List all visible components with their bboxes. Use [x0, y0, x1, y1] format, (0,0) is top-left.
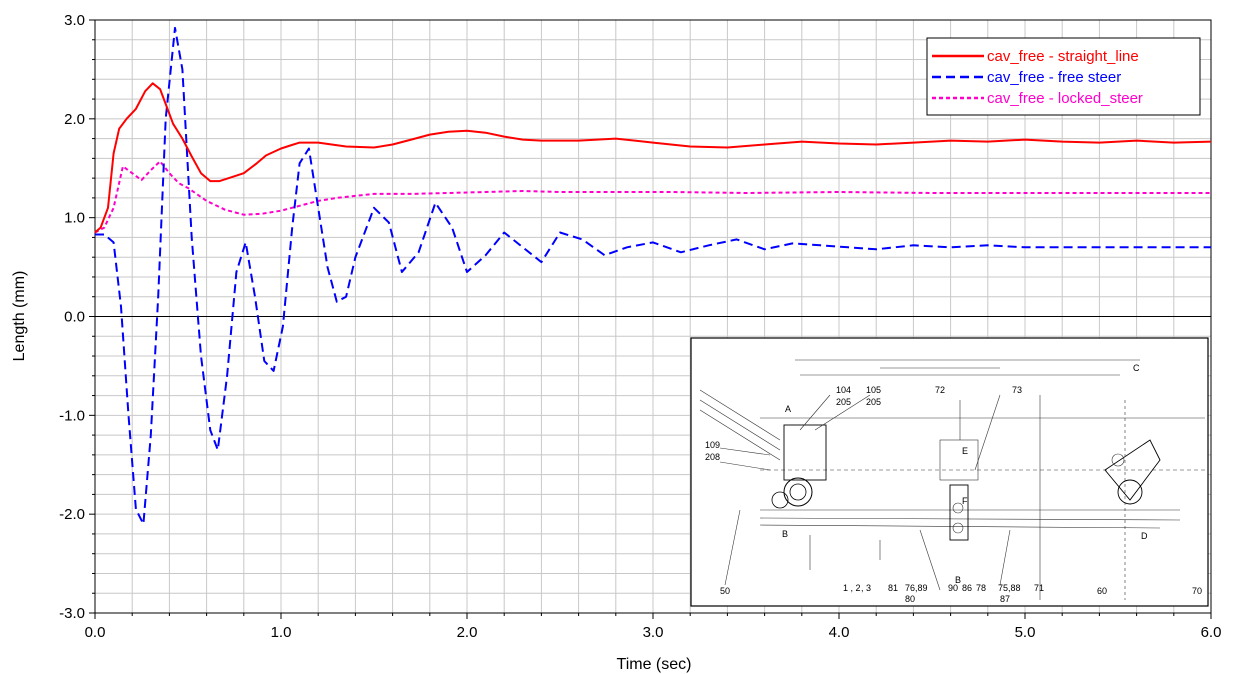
inset-frame: [690, 337, 1209, 607]
y-tick-label: -1.0: [59, 407, 85, 424]
y-tick-label: -3.0: [59, 605, 85, 622]
y-tick-label: 3.0: [64, 12, 85, 29]
y-axis-label: Length (mm): [11, 271, 28, 362]
inset-label: 205: [836, 397, 851, 407]
inset-label: 75,88: [998, 583, 1021, 593]
axes: [89, 19, 1212, 619]
inset-label: 109: [705, 440, 720, 450]
inset-label: 72: [935, 385, 945, 395]
legend-entry: cav_free - free steer: [987, 69, 1121, 86]
legend-entry: cav_free - straight_line: [987, 48, 1139, 65]
y-tick-label: 2.0: [64, 111, 85, 128]
inset-label: B: [955, 575, 961, 585]
series-line-cav-free-straight-line: [94, 82, 1212, 234]
inset-label: 80: [905, 594, 915, 604]
y-tick-labels: 3.0 2.0 1.0 0.0 -1.0 -2.0 -3.0: [59, 12, 85, 622]
inset-label: 70: [1192, 586, 1202, 596]
inset-labels: 104 105 72 73 205 205 109 208 50 1 , 2, 3 81 76,89 9…: [705, 363, 1202, 604]
x-tick-label: 1.0: [271, 624, 292, 641]
inset-label: E: [962, 446, 968, 456]
inset-label: D: [1141, 531, 1148, 541]
inset-label: , 3: [861, 583, 871, 593]
inset-label: 104: [836, 385, 851, 395]
legend-box: [926, 37, 1201, 116]
inset-label: 86: [962, 583, 972, 593]
inset-label: 87: [1000, 594, 1010, 604]
inset-label: 76,89: [905, 583, 928, 593]
x-axis-label: Time (sec): [617, 656, 692, 673]
x-tick-label: 3.0: [643, 624, 664, 641]
inset-label: 50: [720, 586, 730, 596]
y-tick-label: -2.0: [59, 506, 85, 523]
inset-drawing: 104 105 72 73 205 205 109 208 50 1 , 2, 3 81 76,89 9…: [690, 337, 1209, 607]
legend: cav_free - straight_line cav_free - free …: [926, 37, 1201, 116]
inset-label: F: [962, 496, 968, 506]
x-tick-label: 4.0: [829, 624, 850, 641]
inset-label: 208: [705, 452, 720, 462]
inset-label: 90: [948, 583, 958, 593]
y-tick-label: 1.0: [64, 210, 85, 227]
x-tick-label: 2.0: [457, 624, 478, 641]
inset-label: 81: [888, 583, 898, 593]
x-tick-labels: 0.0 1.0 2.0 3.0 4.0 5.0 6.0: [85, 624, 1222, 641]
inset-linework: [699, 359, 1205, 600]
x-tick-label: 6.0: [1201, 624, 1222, 641]
inset-label: 78: [976, 583, 986, 593]
series-line-cav-free-free-steer: [95, 26, 1211, 525]
x-tick-label: 0.0: [85, 624, 106, 641]
series-line-cav-free-locked-steer: [94, 160, 1211, 234]
x-tick-label: 5.0: [1015, 624, 1036, 641]
inset-label: 60: [1097, 586, 1107, 596]
inset-label: 205: [866, 397, 881, 407]
legend-entry: cav_free - locked_steer: [987, 90, 1143, 107]
inset-label: 71: [1034, 583, 1044, 593]
inset-label: C: [1133, 363, 1140, 373]
inset-label: 1 , 2: [843, 583, 861, 593]
inset-label: 105: [866, 385, 881, 395]
inset-label: A: [785, 404, 791, 414]
series-layer: [94, 26, 1212, 525]
inset-label: B: [782, 529, 788, 539]
inset-label: 73: [1012, 385, 1022, 395]
y-tick-label: 0.0: [64, 309, 85, 326]
